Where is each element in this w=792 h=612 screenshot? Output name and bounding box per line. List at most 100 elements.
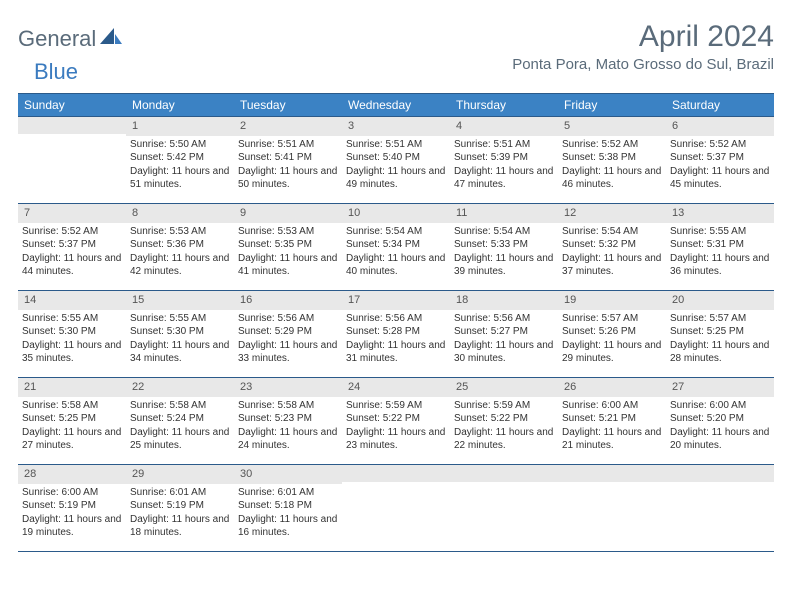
sunset-text: Sunset: 5:33 PM	[454, 238, 554, 252]
day-cell	[18, 117, 126, 203]
calendar-bottom-rule	[18, 551, 774, 552]
sunset-text: Sunset: 5:32 PM	[562, 238, 662, 252]
date-number: 20	[666, 291, 774, 310]
sunset-text: Sunset: 5:22 PM	[346, 412, 446, 426]
sunset-text: Sunset: 5:24 PM	[130, 412, 230, 426]
daylight-text: Daylight: 11 hours and 25 minutes.	[130, 426, 230, 453]
date-number: 1	[126, 117, 234, 136]
day-details: Sunrise: 5:55 AMSunset: 5:30 PMDaylight:…	[126, 310, 234, 370]
day-cell: 10Sunrise: 5:54 AMSunset: 5:34 PMDayligh…	[342, 204, 450, 290]
weekday-wed: Wednesday	[342, 94, 450, 116]
day-cell: 23Sunrise: 5:58 AMSunset: 5:23 PMDayligh…	[234, 378, 342, 464]
day-details: Sunrise: 5:53 AMSunset: 5:36 PMDaylight:…	[126, 223, 234, 283]
sunset-text: Sunset: 5:25 PM	[670, 325, 770, 339]
day-cell: 5Sunrise: 5:52 AMSunset: 5:38 PMDaylight…	[558, 117, 666, 203]
date-number: 29	[126, 465, 234, 484]
brand-logo: General	[18, 26, 124, 52]
day-details: Sunrise: 5:51 AMSunset: 5:39 PMDaylight:…	[450, 136, 558, 196]
day-cell: 13Sunrise: 5:55 AMSunset: 5:31 PMDayligh…	[666, 204, 774, 290]
day-cell: 18Sunrise: 5:56 AMSunset: 5:27 PMDayligh…	[450, 291, 558, 377]
date-number: 22	[126, 378, 234, 397]
date-number: 30	[234, 465, 342, 484]
calendar: Sunday Monday Tuesday Wednesday Thursday…	[18, 93, 774, 552]
page-title: April 2024	[512, 20, 774, 54]
day-cell: 29Sunrise: 6:01 AMSunset: 5:19 PMDayligh…	[126, 465, 234, 551]
day-cell: 3Sunrise: 5:51 AMSunset: 5:40 PMDaylight…	[342, 117, 450, 203]
sunrise-text: Sunrise: 5:59 AM	[454, 399, 554, 413]
day-details: Sunrise: 5:56 AMSunset: 5:28 PMDaylight:…	[342, 310, 450, 370]
day-cell: 14Sunrise: 5:55 AMSunset: 5:30 PMDayligh…	[18, 291, 126, 377]
day-cell	[450, 465, 558, 551]
brand-second: Blue	[34, 59, 78, 85]
day-cell	[342, 465, 450, 551]
day-cell: 17Sunrise: 5:56 AMSunset: 5:28 PMDayligh…	[342, 291, 450, 377]
weekday-sat: Saturday	[666, 94, 774, 116]
daylight-text: Daylight: 11 hours and 29 minutes.	[562, 339, 662, 366]
day-details: Sunrise: 5:57 AMSunset: 5:26 PMDaylight:…	[558, 310, 666, 370]
day-details: Sunrise: 5:59 AMSunset: 5:22 PMDaylight:…	[342, 397, 450, 457]
sunrise-text: Sunrise: 5:56 AM	[346, 312, 446, 326]
sunset-text: Sunset: 5:36 PM	[130, 238, 230, 252]
sunrise-text: Sunrise: 5:59 AM	[346, 399, 446, 413]
day-details: Sunrise: 6:01 AMSunset: 5:19 PMDaylight:…	[126, 484, 234, 544]
day-cell: 27Sunrise: 6:00 AMSunset: 5:20 PMDayligh…	[666, 378, 774, 464]
date-number: 24	[342, 378, 450, 397]
day-details: Sunrise: 5:59 AMSunset: 5:22 PMDaylight:…	[450, 397, 558, 457]
sunrise-text: Sunrise: 5:52 AM	[670, 138, 770, 152]
sunset-text: Sunset: 5:37 PM	[670, 151, 770, 165]
daylight-text: Daylight: 11 hours and 22 minutes.	[454, 426, 554, 453]
day-cell: 12Sunrise: 5:54 AMSunset: 5:32 PMDayligh…	[558, 204, 666, 290]
daylight-text: Daylight: 11 hours and 36 minutes.	[670, 252, 770, 279]
daylight-text: Daylight: 11 hours and 37 minutes.	[562, 252, 662, 279]
sunset-text: Sunset: 5:39 PM	[454, 151, 554, 165]
sunrise-text: Sunrise: 5:56 AM	[238, 312, 338, 326]
daylight-text: Daylight: 11 hours and 39 minutes.	[454, 252, 554, 279]
day-cell: 22Sunrise: 5:58 AMSunset: 5:24 PMDayligh…	[126, 378, 234, 464]
weekday-fri: Friday	[558, 94, 666, 116]
sunrise-text: Sunrise: 5:53 AM	[238, 225, 338, 239]
sunrise-text: Sunrise: 5:51 AM	[454, 138, 554, 152]
date-number: 8	[126, 204, 234, 223]
daylight-text: Daylight: 11 hours and 42 minutes.	[130, 252, 230, 279]
day-cell: 1Sunrise: 5:50 AMSunset: 5:42 PMDaylight…	[126, 117, 234, 203]
location-text: Ponta Pora, Mato Grosso do Sul, Brazil	[512, 56, 774, 73]
sunset-text: Sunset: 5:40 PM	[346, 151, 446, 165]
sunset-text: Sunset: 5:20 PM	[670, 412, 770, 426]
day-cell: 25Sunrise: 5:59 AMSunset: 5:22 PMDayligh…	[450, 378, 558, 464]
sunset-text: Sunset: 5:38 PM	[562, 151, 662, 165]
day-details: Sunrise: 5:58 AMSunset: 5:23 PMDaylight:…	[234, 397, 342, 457]
day-details: Sunrise: 5:56 AMSunset: 5:29 PMDaylight:…	[234, 310, 342, 370]
sunrise-text: Sunrise: 6:01 AM	[238, 486, 338, 500]
day-cell: 8Sunrise: 5:53 AMSunset: 5:36 PMDaylight…	[126, 204, 234, 290]
day-details: Sunrise: 6:00 AMSunset: 5:19 PMDaylight:…	[18, 484, 126, 544]
sunrise-text: Sunrise: 5:52 AM	[22, 225, 122, 239]
daylight-text: Daylight: 11 hours and 20 minutes.	[670, 426, 770, 453]
sunrise-text: Sunrise: 5:57 AM	[562, 312, 662, 326]
date-number: 26	[558, 378, 666, 397]
day-details: Sunrise: 5:52 AMSunset: 5:37 PMDaylight:…	[666, 136, 774, 196]
date-number: 11	[450, 204, 558, 223]
sunrise-text: Sunrise: 6:00 AM	[562, 399, 662, 413]
daylight-text: Daylight: 11 hours and 49 minutes.	[346, 165, 446, 192]
sunrise-text: Sunrise: 5:55 AM	[130, 312, 230, 326]
date-number: 10	[342, 204, 450, 223]
sunset-text: Sunset: 5:25 PM	[22, 412, 122, 426]
sunrise-text: Sunrise: 5:50 AM	[130, 138, 230, 152]
sunrise-text: Sunrise: 5:54 AM	[454, 225, 554, 239]
day-cell: 20Sunrise: 5:57 AMSunset: 5:25 PMDayligh…	[666, 291, 774, 377]
day-details: Sunrise: 5:52 AMSunset: 5:37 PMDaylight:…	[18, 223, 126, 283]
date-number: 13	[666, 204, 774, 223]
sunrise-text: Sunrise: 5:54 AM	[346, 225, 446, 239]
sunset-text: Sunset: 5:35 PM	[238, 238, 338, 252]
date-number	[666, 465, 774, 482]
day-cell: 26Sunrise: 6:00 AMSunset: 5:21 PMDayligh…	[558, 378, 666, 464]
date-number: 21	[18, 378, 126, 397]
date-number: 23	[234, 378, 342, 397]
sunset-text: Sunset: 5:28 PM	[346, 325, 446, 339]
sunrise-text: Sunrise: 5:52 AM	[562, 138, 662, 152]
sunset-text: Sunset: 5:41 PM	[238, 151, 338, 165]
date-number: 9	[234, 204, 342, 223]
daylight-text: Daylight: 11 hours and 45 minutes.	[670, 165, 770, 192]
sunrise-text: Sunrise: 5:51 AM	[238, 138, 338, 152]
day-cell: 24Sunrise: 5:59 AMSunset: 5:22 PMDayligh…	[342, 378, 450, 464]
